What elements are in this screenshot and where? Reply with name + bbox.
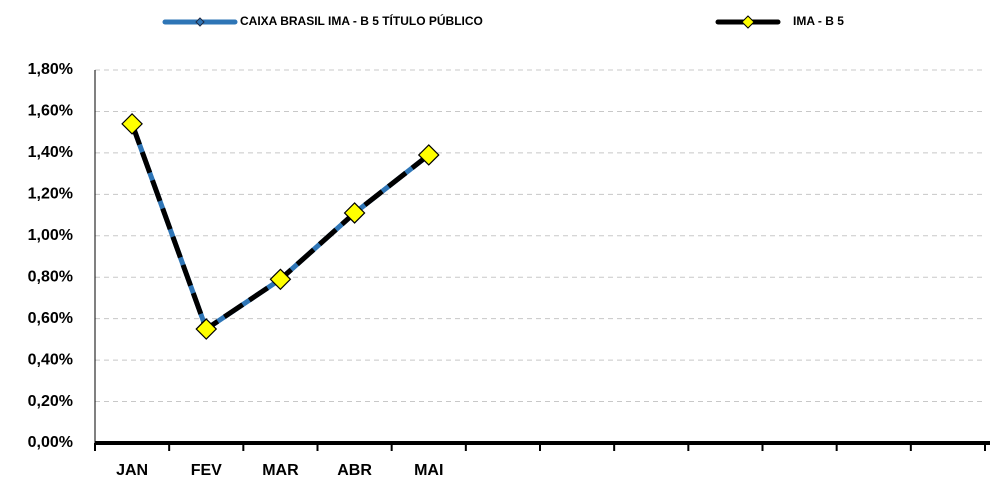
legend-marker [741, 15, 755, 29]
x-tick-label: FEV [191, 462, 222, 479]
y-tick-label: 0,80% [28, 268, 73, 285]
y-tick-label: 1,00% [28, 227, 73, 244]
y-tick-label: 1,20% [28, 186, 73, 203]
y-tick-label: 0,60% [28, 310, 73, 327]
x-tick-label: JAN [116, 462, 148, 479]
point-marker [417, 144, 440, 166]
legend-label: IMA - B 5 [793, 14, 844, 28]
y-tick-label: 1,60% [28, 103, 73, 120]
legend-marker [195, 17, 205, 27]
point-marker [195, 318, 218, 340]
point-marker [121, 113, 143, 135]
x-tick-label: MAI [414, 462, 443, 479]
legend-label: CAIXA BRASIL IMA - B 5 TÍTULO PÚBLICO [240, 13, 483, 28]
y-tick-label: 0,00% [28, 434, 73, 451]
y-tick-label: 0,20% [28, 393, 73, 410]
y-tick-label: 0,40% [28, 351, 73, 368]
series-line [129, 123, 431, 332]
point-marker [343, 202, 366, 224]
y-tick-label: 1,80% [28, 61, 73, 78]
y-tick-label: 1,40% [28, 144, 73, 161]
point-marker [269, 268, 292, 291]
x-tick-label: ABR [337, 462, 372, 479]
series-line [129, 123, 431, 332]
x-tick-label: MAR [262, 462, 299, 479]
